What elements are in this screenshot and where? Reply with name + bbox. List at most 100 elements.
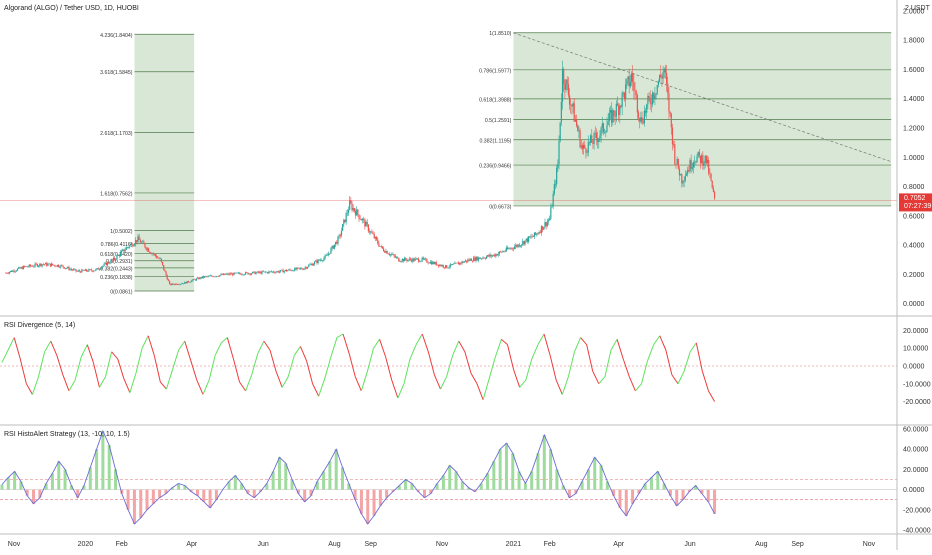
candle-body: [401, 259, 403, 262]
candle-body: [397, 257, 399, 258]
candle-body: [278, 271, 281, 273]
candle-body: [69, 269, 71, 270]
candle-body: [223, 273, 226, 275]
rsi-segment: [403, 358, 411, 384]
candle-body: [591, 135, 593, 143]
candle-body: [570, 104, 572, 106]
candle-body: [543, 227, 545, 230]
candle-body: [611, 110, 613, 123]
candle-body: [340, 230, 343, 236]
candle-body: [525, 238, 527, 241]
candle-body: [16, 268, 19, 271]
candle-body: [236, 272, 239, 274]
candle-body: [166, 275, 168, 280]
histo-tick-label: 40.0000: [903, 447, 928, 454]
candle-body: [467, 259, 469, 262]
candle-body: [595, 132, 598, 139]
rsi-segment: [379, 339, 387, 358]
rsi-segment: [50, 340, 58, 356]
candle-body: [668, 93, 670, 112]
candle-body: [694, 161, 696, 163]
candle-body: [288, 269, 290, 271]
candle-body: [234, 272, 236, 274]
candle-body: [536, 233, 538, 235]
candle-body: [621, 92, 623, 107]
candle-body: [554, 183, 557, 185]
candle-body: [432, 261, 434, 265]
candle-body: [78, 270, 81, 272]
last-price-tag[interactable]: 0.7052 07:27:39: [899, 193, 932, 212]
candle-body: [498, 251, 500, 254]
candle-body: [212, 276, 214, 277]
price-tick-label: 0.2000: [903, 272, 925, 279]
candle-body: [9, 270, 12, 273]
candle-body: [450, 264, 453, 265]
candle-body: [344, 219, 346, 223]
candle-body: [561, 69, 564, 102]
time-tick-label: Jun: [684, 541, 695, 548]
rsi-divergence-panel: 20.0000 10.0000 0.0000 -10.0000 -20.0000: [0, 328, 931, 406]
candle-body: [430, 261, 433, 265]
candle-body: [564, 83, 566, 90]
fib-level-label: 0.786(0.4116): [101, 242, 133, 248]
candle-body: [585, 148, 587, 153]
candle-body: [706, 159, 709, 163]
rsi-segment: [513, 369, 521, 388]
candle-body: [136, 240, 138, 243]
candle-body: [640, 117, 642, 122]
candle-body: [179, 283, 181, 285]
candle-body: [642, 122, 644, 124]
price-tick-label: 1.0000: [903, 155, 925, 162]
candle-body: [658, 74, 661, 82]
histo-tick-label: -20.0000: [903, 507, 931, 514]
rsi-segment: [580, 337, 588, 345]
rsi-segment: [31, 376, 40, 395]
candle-body: [635, 91, 637, 96]
candle-body: [102, 265, 104, 268]
candle-body: [633, 82, 635, 91]
candle-body: [377, 239, 379, 244]
currency-label: 2 USDT: [905, 5, 931, 12]
rsi-segment: [373, 339, 381, 349]
candle-body: [149, 251, 151, 253]
candle-body: [94, 270, 96, 272]
candle-body: [76, 271, 78, 272]
rsi-segment: [147, 335, 155, 356]
candle-body: [451, 264, 454, 265]
candle-body: [460, 262, 462, 264]
candle-body: [178, 284, 180, 286]
candle-body: [701, 155, 703, 164]
candle-body: [160, 258, 162, 262]
rsi-segment: [354, 376, 362, 392]
candle-body: [220, 274, 222, 276]
fib-level-label: 0.5(0.2931): [106, 259, 133, 265]
countdown-timer: 07:27:39: [904, 203, 931, 210]
fib-level-label: 0.236(0.1838): [100, 275, 133, 281]
fib-level-label: 3.618(1.5845): [100, 70, 133, 76]
rsi-tick-label: 10.0000: [903, 346, 928, 353]
candle-body: [685, 173, 688, 176]
candle-body: [419, 261, 421, 263]
candle-body: [565, 79, 567, 90]
candle-body: [277, 271, 279, 273]
candle-body: [488, 255, 490, 257]
candle-body: [226, 273, 228, 275]
candle-body: [526, 238, 529, 242]
time-tick-label: Nov: [436, 541, 449, 548]
candle-body: [568, 95, 571, 105]
candle-body: [198, 277, 200, 280]
candle-body: [476, 256, 478, 261]
candle-body: [433, 261, 435, 265]
candle-body: [185, 282, 187, 284]
candle-body: [587, 141, 589, 153]
candle-body: [131, 243, 133, 247]
candle-body: [428, 262, 430, 264]
candle-body: [116, 255, 118, 260]
fib-level-label: 0.786(1.5977): [479, 68, 512, 74]
candle-body: [547, 220, 550, 222]
candle-body: [89, 269, 91, 270]
candle-body: [96, 268, 98, 270]
candle-body: [542, 226, 544, 230]
rsi-segment: [360, 371, 368, 392]
